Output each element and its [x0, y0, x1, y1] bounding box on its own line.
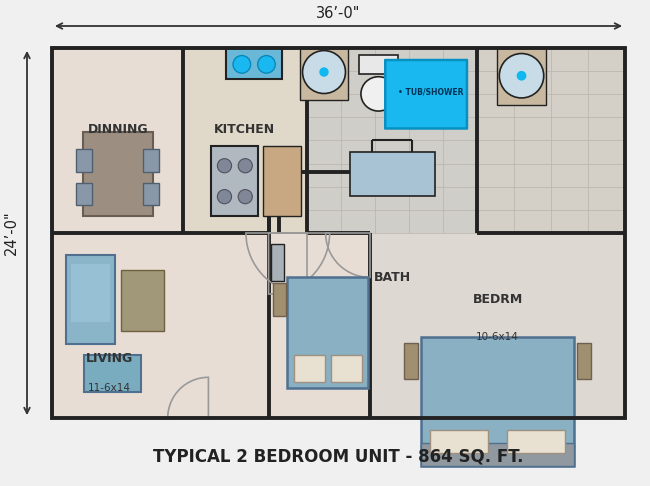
Bar [421, 337, 574, 466]
Text: BATH: BATH [374, 271, 411, 284]
Bar [430, 430, 488, 453]
Bar [350, 152, 435, 196]
Text: 11-6x14: 11-6x14 [88, 383, 131, 393]
Bar [287, 278, 369, 388]
Bar [331, 355, 362, 382]
Circle shape [238, 190, 252, 204]
Circle shape [319, 68, 329, 77]
Bar [83, 132, 153, 216]
Bar [577, 343, 592, 380]
Bar [294, 355, 324, 382]
Circle shape [499, 53, 543, 98]
Bar [121, 270, 164, 331]
Bar [421, 443, 574, 466]
Text: • TUB/SHOWER: • TUB/SHOWER [398, 88, 464, 97]
Circle shape [517, 71, 526, 81]
Bar [211, 146, 259, 216]
Circle shape [302, 51, 345, 93]
Bar [273, 283, 285, 316]
Circle shape [257, 55, 275, 73]
Bar [52, 48, 625, 418]
Bar [66, 255, 115, 344]
Bar [272, 244, 284, 281]
Text: KITCHEN: KITCHEN [213, 123, 274, 136]
Circle shape [233, 55, 251, 73]
Circle shape [217, 190, 231, 204]
Bar [143, 183, 159, 205]
Text: DINNING: DINNING [88, 123, 148, 136]
Bar [183, 48, 307, 233]
Bar [76, 183, 92, 205]
Circle shape [238, 158, 252, 173]
Text: 10-6x14: 10-6x14 [476, 331, 519, 342]
Bar [359, 55, 398, 74]
Text: TYPICAL 2 BEDROOM UNIT - 864 SQ. FT.: TYPICAL 2 BEDROOM UNIT - 864 SQ. FT. [153, 447, 524, 465]
Bar [76, 149, 92, 172]
Bar [52, 48, 625, 418]
Text: 36’-0": 36’-0" [317, 5, 361, 20]
Bar [370, 233, 625, 418]
Circle shape [217, 158, 231, 173]
Bar [263, 146, 301, 216]
Bar [497, 48, 546, 105]
Text: 24’-0": 24’-0" [3, 211, 18, 255]
Bar [143, 149, 159, 172]
Bar [404, 343, 418, 380]
Bar [307, 48, 477, 233]
Bar [72, 264, 110, 322]
Bar [477, 48, 625, 233]
Bar [507, 430, 565, 453]
FancyBboxPatch shape [385, 60, 467, 128]
Bar [300, 48, 348, 100]
Ellipse shape [361, 77, 396, 111]
Text: BEDRM: BEDRM [473, 293, 523, 306]
Bar [83, 355, 141, 392]
Bar [226, 48, 282, 79]
Text: LIVING: LIVING [86, 352, 133, 365]
